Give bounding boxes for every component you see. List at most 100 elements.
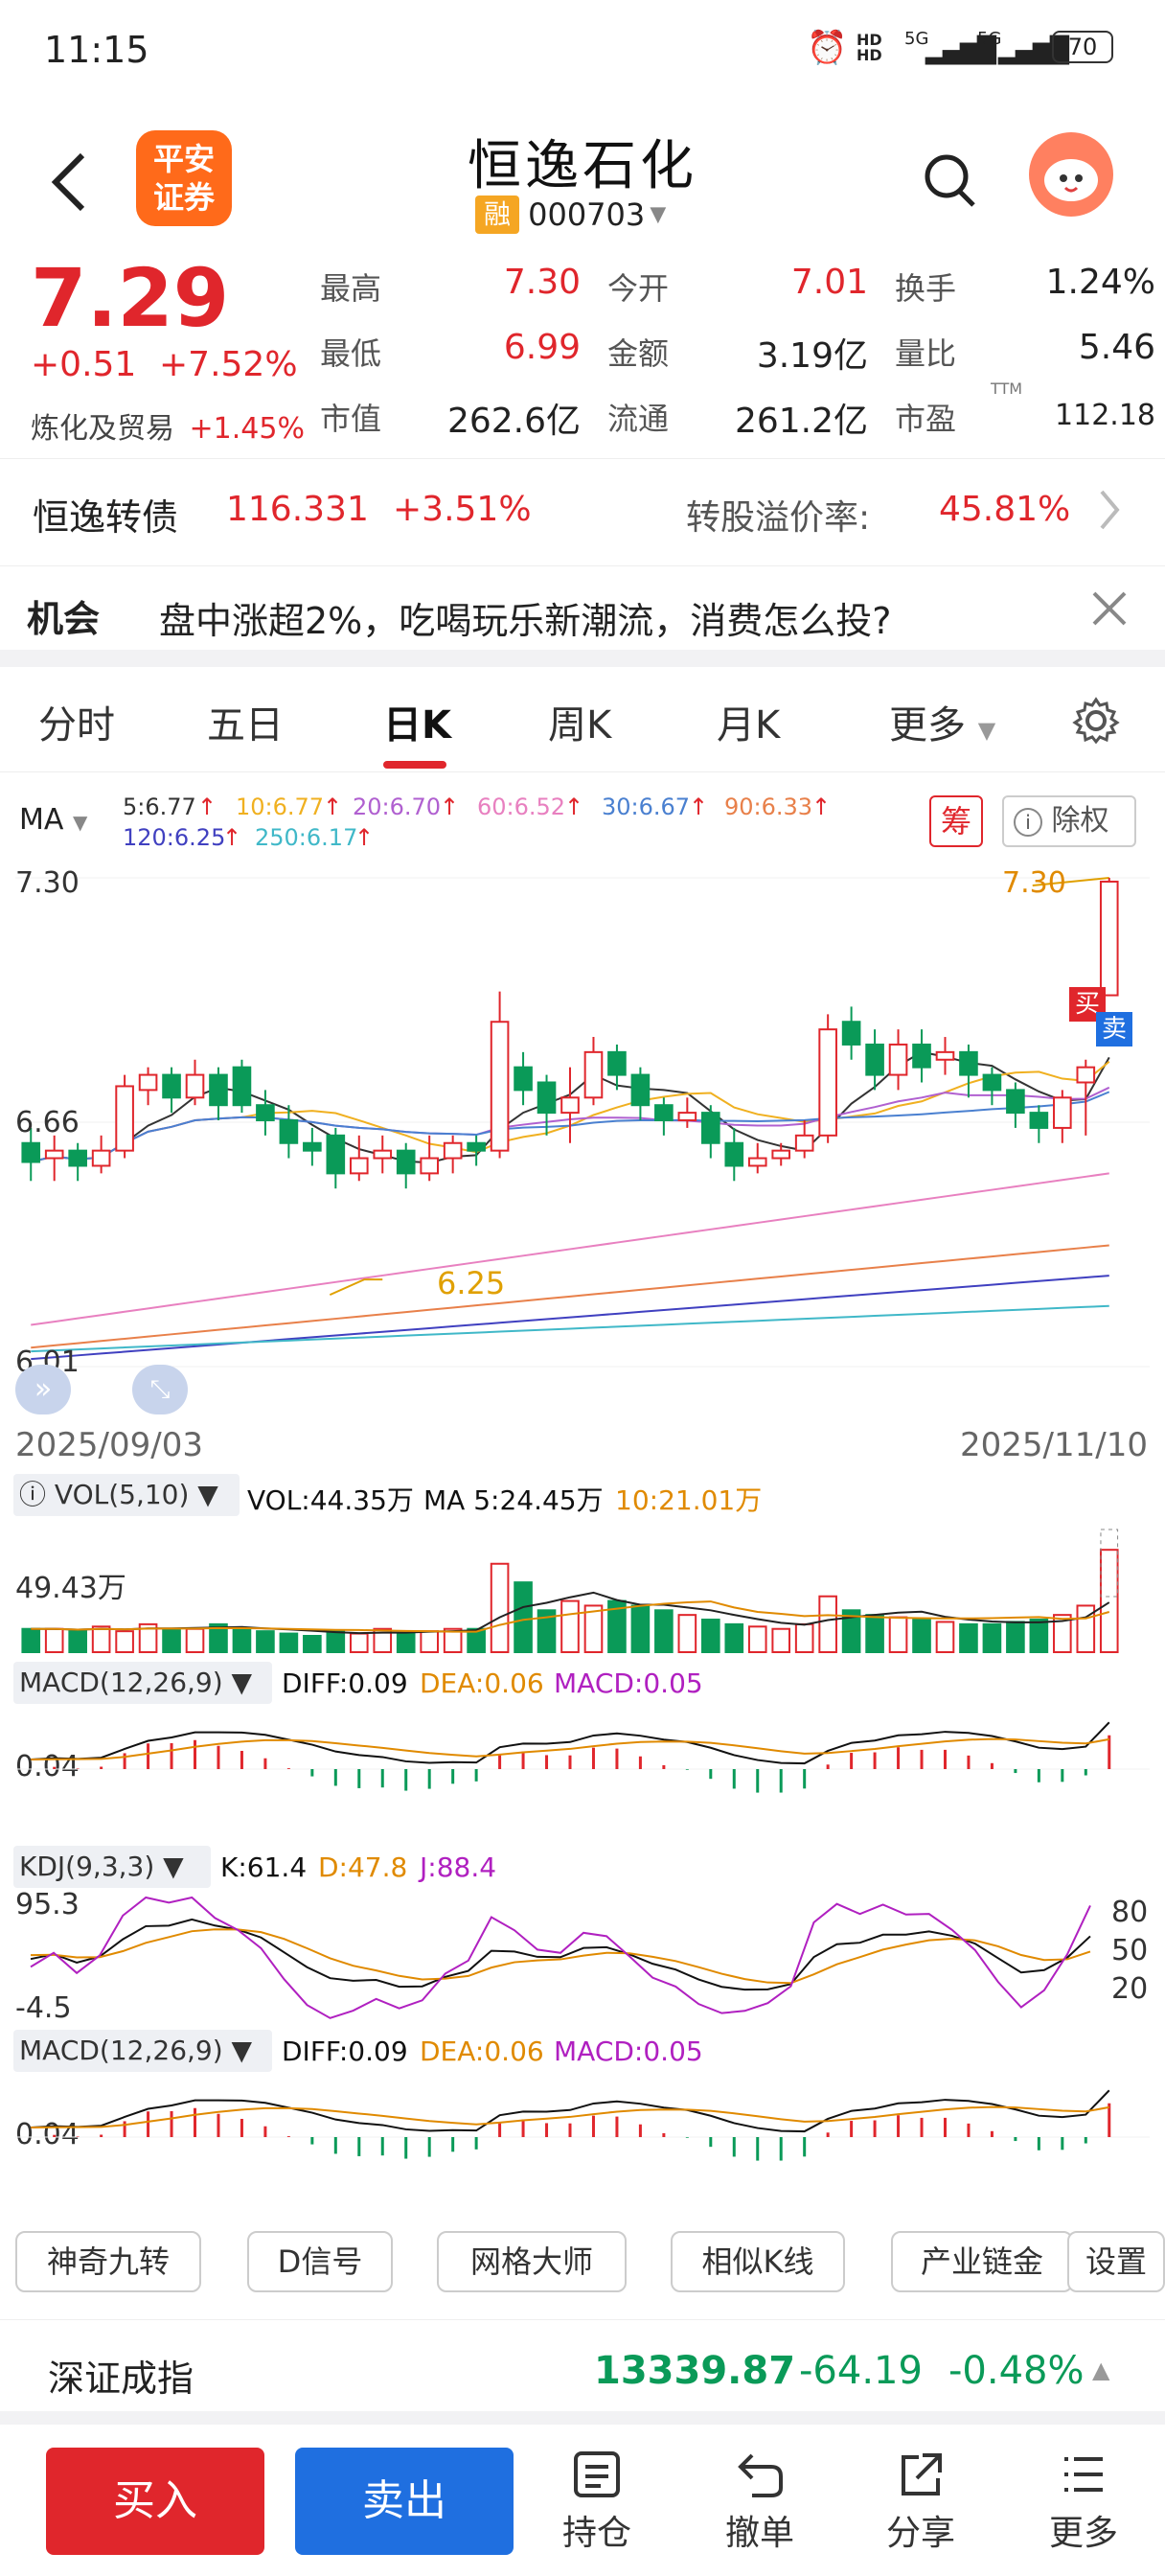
- ma-legend-item: 60:6.52: [477, 794, 566, 820]
- volume-bar: [514, 1581, 533, 1653]
- macd2-indicator-selector[interactable]: MACD(12,26,9) ▼: [13, 2030, 272, 2072]
- quote-label: 流通: [607, 401, 670, 437]
- macd-diff-line: [31, 1721, 1110, 1765]
- candle-body: [303, 1141, 322, 1152]
- candle-body: [1076, 1066, 1096, 1084]
- candle-body: [326, 1134, 346, 1175]
- sell-button[interactable]: 卖出: [295, 2448, 514, 2555]
- stock-code-selector[interactable]: 融 000703 ▼: [475, 196, 705, 238]
- tab-wuri[interactable]: 五日: [207, 703, 284, 748]
- volume-bar: [560, 1599, 580, 1653]
- tab-rik[interactable]: 日K: [383, 703, 451, 748]
- candle-body: [677, 1112, 697, 1122]
- volume-bar: [583, 1604, 604, 1653]
- tool-grid-master[interactable]: 网格大师: [437, 2231, 627, 2292]
- candle-body: [747, 1157, 767, 1167]
- tool-industry-chain[interactable]: 产业链金: [891, 2231, 1073, 2292]
- hd-icon: HD HD: [857, 31, 882, 64]
- kdj-indicator-selector[interactable]: KDJ(9,3,3) ▼: [13, 1846, 211, 1888]
- volume-bar: [349, 1632, 369, 1654]
- assistant-avatar[interactable]: [1029, 132, 1113, 217]
- volume-bar: [279, 1632, 299, 1654]
- index-name: 深证成指: [48, 2358, 194, 2400]
- more-button[interactable]: 更多: [1031, 2448, 1136, 2563]
- volume-header: ⓘ VOL(5,10) ▼ VOL:44.35万 MA 5:24.45万 10:…: [13, 1474, 1163, 1518]
- candle-body: [467, 1141, 486, 1152]
- macd-chart[interactable]: [0, 1706, 1165, 1840]
- candle-body: [701, 1112, 720, 1144]
- buy-signal-tag[interactable]: 买: [1069, 987, 1106, 1022]
- tool-d-signal[interactable]: D信号: [247, 2231, 393, 2292]
- ma-selector[interactable]: MA ▼: [19, 803, 87, 837]
- candle-body: [232, 1066, 252, 1107]
- close-icon[interactable]: [1090, 589, 1129, 628]
- tool-settings[interactable]: 设置: [1067, 2231, 1165, 2292]
- candle-body: [396, 1149, 416, 1175]
- tool-similar-k[interactable]: 相似K线: [671, 2231, 845, 2292]
- tab-zhouk[interactable]: 周K: [548, 703, 612, 748]
- macd-diff-line: [31, 2089, 1110, 2133]
- sell-signal-tag[interactable]: 卖: [1096, 1012, 1132, 1046]
- volume-bar: [326, 1630, 346, 1653]
- kdj-chart[interactable]: [0, 1890, 1102, 2030]
- share-button[interactable]: 分享: [868, 2448, 973, 2563]
- more-label: 更多: [1048, 2514, 1118, 2553]
- expand-left-icon[interactable]: »: [15, 1365, 71, 1414]
- high-price-marker: 7.30: [1002, 866, 1066, 900]
- volume-bar: [209, 1622, 228, 1654]
- ma-values: 5:6.77 ↑ 10:6.77 ↑ 20:6.70 ↑ 60:6.52 ↑ 30:6.67 ↑ 9…: [123, 786, 889, 862]
- buy-button[interactable]: 买入: [46, 2448, 264, 2555]
- bond-price: 116.331: [226, 490, 369, 529]
- opportunity-banner[interactable]: 机会 盘中涨超2%，吃喝玩乐新潮流，消费怎么投?: [0, 565, 1165, 661]
- chip-distribution-button[interactable]: 筹: [929, 795, 983, 847]
- macd-diff: DIFF:0.09: [282, 1668, 408, 1699]
- candle-body: [1029, 1112, 1049, 1129]
- back-chevron-left-icon[interactable]: [50, 151, 88, 213]
- quote-value: 262.6亿: [446, 402, 581, 441]
- macd-indicator-label: MACD(12,26,9): [19, 1667, 223, 1698]
- volume-indicator-selector[interactable]: ⓘ VOL(5,10) ▼: [13, 1474, 240, 1516]
- ex-right-button[interactable]: i 除权: [1002, 795, 1136, 847]
- macd2-chart[interactable]: [0, 2074, 1165, 2208]
- bond-name: 恒逸转债: [33, 496, 179, 539]
- tab-more-label: 更多: [889, 703, 966, 748]
- tab-more[interactable]: 更多 ▼: [889, 694, 995, 749]
- candle-body: [912, 1043, 931, 1069]
- share-label: 分享: [885, 2514, 955, 2553]
- macd-indicator-selector[interactable]: MACD(12,26,9) ▼: [13, 1662, 272, 1704]
- kdj-header: KDJ(9,3,3) ▼ K:61.4 D:47.8 J:88.4: [13, 1846, 1163, 1890]
- status-bar: 11:15 ⏰ HD HD 5G ▂▄▆█ 5G ▂▄▆█ 70: [0, 0, 1165, 105]
- macd-header: MACD(12,26,9) ▼ DIFF:0.09 DEA:0.06 MACD:…: [13, 1662, 1163, 1706]
- volume-chart[interactable]: [0, 1520, 1165, 1656]
- positions-button[interactable]: 持仓: [544, 2448, 650, 2563]
- candle-body: [490, 1021, 510, 1152]
- sector-link[interactable]: 炼化及贸易 +1.45%: [31, 404, 305, 447]
- tab-yuek[interactable]: 月K: [717, 703, 781, 748]
- search-icon[interactable]: [922, 150, 979, 211]
- volume-indicator-label: VOL(5,10): [54, 1479, 190, 1510]
- macd-dea-line: [31, 1737, 1109, 1760]
- info-icon: i: [1014, 807, 1042, 837]
- tab-fenshi[interactable]: 分时: [38, 703, 115, 748]
- settings-gear-icon[interactable]: [1071, 696, 1121, 746]
- ma250-line: [31, 1304, 1109, 1353]
- volume-bar: [935, 1621, 955, 1653]
- quote-label: 换手: [895, 270, 957, 307]
- cancel-order-button[interactable]: 撤单: [707, 2448, 812, 2563]
- candle-body: [138, 1073, 158, 1092]
- tool-nine-turns[interactable]: 神奇九转: [15, 2231, 201, 2292]
- fullscreen-icon[interactable]: ⤡: [132, 1365, 188, 1414]
- candle-body: [935, 1050, 955, 1061]
- index-change: -64.19: [799, 2349, 923, 2393]
- quote-value: 5.46: [1078, 328, 1155, 367]
- volume-bar: [303, 1635, 322, 1653]
- candle-body: [256, 1104, 275, 1122]
- convertible-bond-row[interactable]: 恒逸转债 116.331 +3.51% 转股溢价率: 45.81%: [0, 458, 1165, 564]
- candle-body: [91, 1149, 111, 1167]
- section-divider: [0, 650, 1165, 667]
- ma-legend-item: 5:6.77: [123, 794, 196, 820]
- kline-chart[interactable]: [0, 859, 1165, 1472]
- candle-body: [185, 1073, 205, 1099]
- kdj-level-80: 80: [1111, 1896, 1149, 1929]
- index-ticker[interactable]: 深证成指 13339.87 -64.19 -0.48% ▲: [0, 2319, 1165, 2425]
